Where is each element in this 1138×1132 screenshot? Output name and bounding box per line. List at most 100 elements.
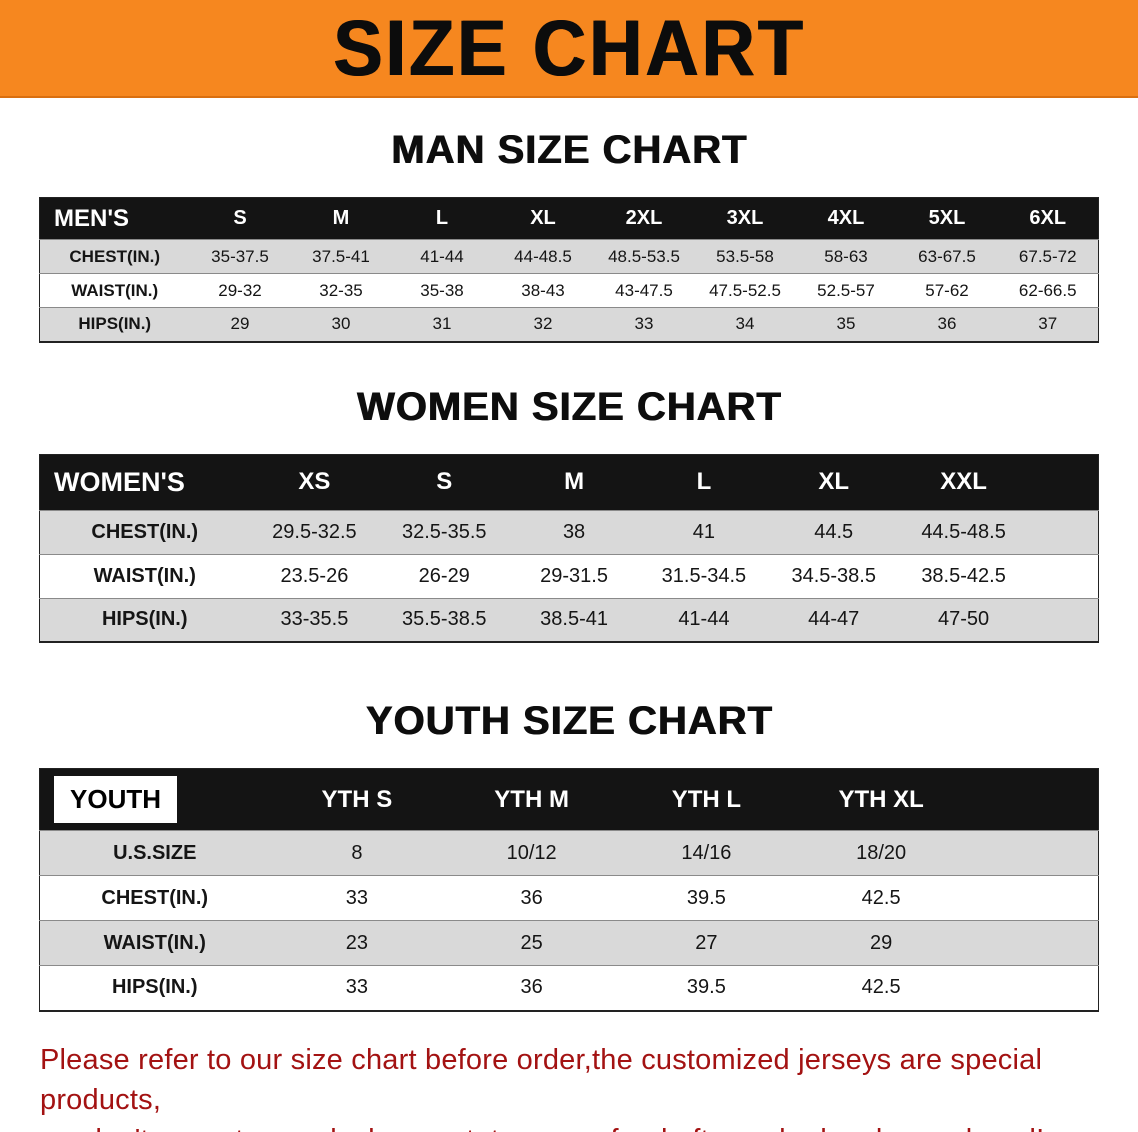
table-row: U.S.SIZE 8 10/12 14/16 18/20 [39, 830, 1099, 876]
man-size-section: MAN SIZE CHART MEN'S S M L XL 2XL 3XL 4XL 5XL 6XL… [0, 128, 1138, 343]
size-header-cell: L [638, 454, 769, 510]
row-label-cell: CHEST(IN.) [69, 246, 161, 266]
spacer-cell [1029, 598, 1099, 642]
value-cell: 35-37.5 [211, 246, 269, 266]
value-cell: 37.5-41 [312, 246, 370, 266]
table-row: WAIST(IN.) 29-32 32-35 35-38 38-43 43-47.5 47.… [39, 273, 1099, 308]
value-cell: 35-38 [420, 280, 464, 300]
women-size-section: WOMEN SIZE CHART WOMEN'S XS S M L XL XXL CHEST(… [0, 385, 1138, 643]
value-cell: 42.5 [861, 976, 901, 999]
spacer-cell [968, 768, 1099, 831]
value-cell: 30 [331, 314, 351, 334]
table-title-cell: YOUTH [39, 768, 270, 831]
table-title-label: WOMEN'S [54, 466, 185, 497]
value-cell: 38.5-42.5 [921, 564, 1006, 587]
table-title-label: YOUTH [54, 776, 177, 823]
value-cell: 18/20 [856, 841, 907, 864]
size-header-cell: S [189, 197, 291, 240]
value-cell: 8 [351, 841, 363, 864]
table-row: CHEST(IN.) 33 36 39.5 42.5 [39, 875, 1099, 921]
value-cell: 33-35.5 [280, 608, 349, 631]
table-title-cell: WOMEN'S [39, 454, 250, 510]
size-header-cell: YTH M [444, 768, 619, 831]
spacer-cell [969, 876, 1099, 921]
value-cell: 36 [520, 976, 543, 999]
row-label-cell: CHEST(IN.) [101, 886, 209, 909]
row-label-cell: WAIST(IN.) [103, 931, 206, 954]
row-label-cell: HIPS(IN.) [78, 314, 152, 334]
value-cell: 57-62 [925, 280, 969, 300]
value-cell: 35.5-38.5 [401, 608, 487, 631]
banner-title: SIZE CHART [332, 4, 806, 92]
size-header-cell: XXL [898, 454, 1029, 510]
size-header-cell: XL [768, 454, 899, 510]
value-cell: 33 [345, 886, 368, 909]
value-cell: 43-47.5 [615, 280, 673, 300]
value-cell: 41-44 [420, 246, 464, 266]
size-header-cell: 5XL [896, 197, 998, 240]
size-header-cell: YTH L [619, 768, 794, 831]
row-label-cell: WAIST(IN.) [71, 280, 159, 300]
value-cell: 47-50 [937, 608, 990, 631]
value-cell: 42.5 [861, 886, 901, 909]
value-cell: 34.5-38.5 [791, 564, 876, 587]
value-cell: 23.5-26 [280, 564, 349, 587]
table-row: WAIST(IN.) 23 25 27 29 [39, 920, 1099, 966]
value-cell: 36 [937, 314, 957, 334]
table-row: CHEST(IN.) 29.5-32.5 32.5-35.5 38 41 44.5 44.5… [39, 510, 1099, 554]
size-header-cell: XL [492, 197, 594, 240]
youth-section-heading: YOUTH SIZE CHART [365, 699, 773, 743]
value-cell: 44.5-48.5 [921, 520, 1006, 543]
womens-size-table: WOMEN'S XS S M L XL XXL CHEST(IN.) 29.5-32.5 32.5… [39, 453, 1099, 643]
value-cell: 52.5-57 [817, 280, 875, 300]
spacer-cell [969, 831, 1099, 876]
row-label-cell: HIPS(IN.) [101, 608, 188, 631]
value-cell: 36 [520, 886, 543, 909]
value-cell: 62-66.5 [1018, 280, 1077, 300]
size-chart-banner: SIZE CHART [0, 0, 1138, 98]
value-cell: 44-48.5 [514, 246, 572, 266]
table-header-row: YOUTH YTH S YTH M YTH L YTH XL [39, 768, 1099, 831]
value-cell: 48.5-53.5 [608, 246, 680, 266]
value-cell: 33 [634, 314, 654, 334]
value-cell: 53.5-58 [716, 246, 774, 266]
value-cell: 31 [432, 314, 452, 334]
size-header-cell: S [379, 454, 510, 510]
value-cell: 44.5 [814, 520, 854, 543]
spacer-cell [1028, 454, 1099, 510]
value-cell: 33 [345, 976, 368, 999]
footer-note: Please refer to our size chart before or… [40, 1040, 1118, 1132]
value-cell: 47.5-52.5 [709, 280, 781, 300]
value-cell: 34 [735, 314, 755, 334]
value-cell: 37 [1038, 314, 1058, 334]
table-title-cell: MEN'S [39, 197, 190, 240]
value-cell: 44-47 [808, 608, 860, 631]
value-cell: 32 [533, 314, 553, 334]
value-cell: 31.5-34.5 [661, 564, 747, 587]
row-label-cell: HIPS(IN.) [111, 976, 198, 999]
table-row: WAIST(IN.) 23.5-26 26-29 29-31.5 31.5-34.5 34… [39, 554, 1099, 598]
value-cell: 29-31.5 [540, 564, 608, 587]
value-cell: 39.5 [686, 886, 726, 909]
size-header-cell: YTH S [269, 768, 445, 831]
table-title-label: MEN'S [54, 204, 130, 232]
value-cell: 58-63 [824, 246, 868, 266]
value-cell: 26-29 [418, 564, 470, 587]
mens-size-table: MEN'S S M L XL 2XL 3XL 4XL 5XL 6XL CHEST(IN.) 35-37… [39, 197, 1099, 343]
note-line-1: Please refer to our size chart before or… [40, 1043, 1043, 1116]
table-row: CHEST(IN.) 35-37.5 37.5-41 41-44 44-48.5 48.5… [39, 239, 1099, 274]
size-header-cell: M [509, 454, 639, 510]
value-cell: 67.5-72 [1018, 246, 1077, 266]
value-cell: 23 [345, 931, 368, 954]
value-cell: 29-32 [218, 280, 262, 300]
value-cell: 27 [695, 931, 718, 954]
value-cell: 41 [692, 520, 716, 543]
value-cell: 38 [562, 520, 586, 543]
size-header-cell: 3XL [694, 197, 796, 240]
spacer-cell [1029, 510, 1099, 554]
table-row: HIPS(IN.) 29 30 31 32 33 34 35 36 37 [39, 307, 1099, 342]
value-cell: 14/16 [681, 841, 732, 864]
value-cell: 32.5-35.5 [401, 520, 487, 543]
spacer-cell [1029, 554, 1099, 598]
